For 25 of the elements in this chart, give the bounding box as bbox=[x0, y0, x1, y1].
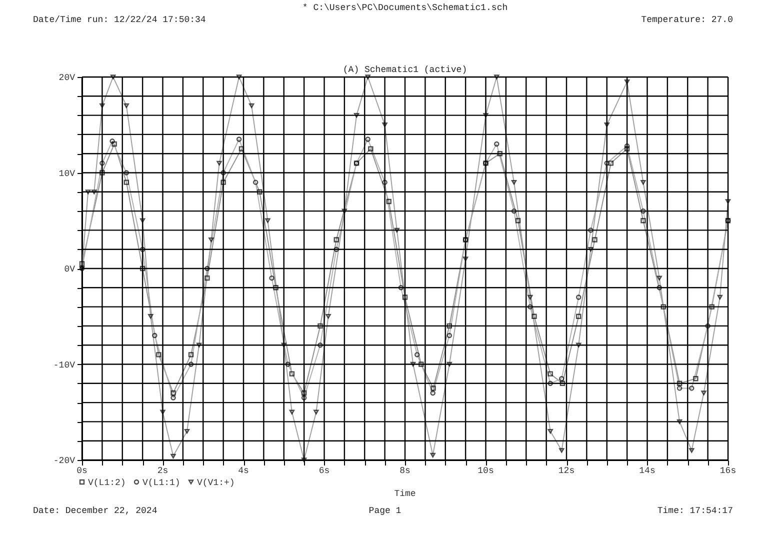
x-tick-label: 6s bbox=[318, 466, 330, 476]
x-tick-label: 10s bbox=[478, 466, 494, 476]
text: Temperature: 27.0 bbox=[641, 15, 733, 25]
text: Date/Time run: 12/22/24 17:50:34 bbox=[33, 15, 206, 25]
x-tick-label: 0s bbox=[76, 466, 88, 476]
text: Date: December 22, 2024 bbox=[33, 506, 158, 516]
legend-label: V(L1:1) bbox=[142, 478, 180, 488]
y-tick-label: 10V bbox=[58, 168, 76, 179]
x-tick-label: 16s bbox=[720, 466, 736, 476]
y-tick-label: -20V bbox=[53, 456, 76, 466]
text: Page 1 bbox=[368, 506, 402, 516]
x-tick-label: 8s bbox=[400, 466, 410, 476]
y-tick-label: 20V bbox=[58, 73, 76, 83]
legend-label: V(V1:+) bbox=[197, 478, 235, 488]
x-tick-label: 4s bbox=[238, 466, 249, 476]
x-tick-label: 2s bbox=[157, 466, 168, 476]
x-axis-title: Time bbox=[394, 489, 416, 499]
legend-label: V(L1:2) bbox=[88, 478, 126, 488]
text: Time: 17:54:17 bbox=[657, 506, 733, 516]
y-tick-label: 0V bbox=[64, 264, 76, 274]
x-tick-label: 12s bbox=[558, 466, 575, 476]
x-tick-label: 14s bbox=[639, 466, 656, 476]
chart-title: (A) Schematic1 (active) bbox=[342, 65, 468, 75]
y-tick-label: -10V bbox=[53, 360, 76, 370]
text: * C:\Users\PC\Documents\Schematic1.sch bbox=[302, 3, 508, 13]
